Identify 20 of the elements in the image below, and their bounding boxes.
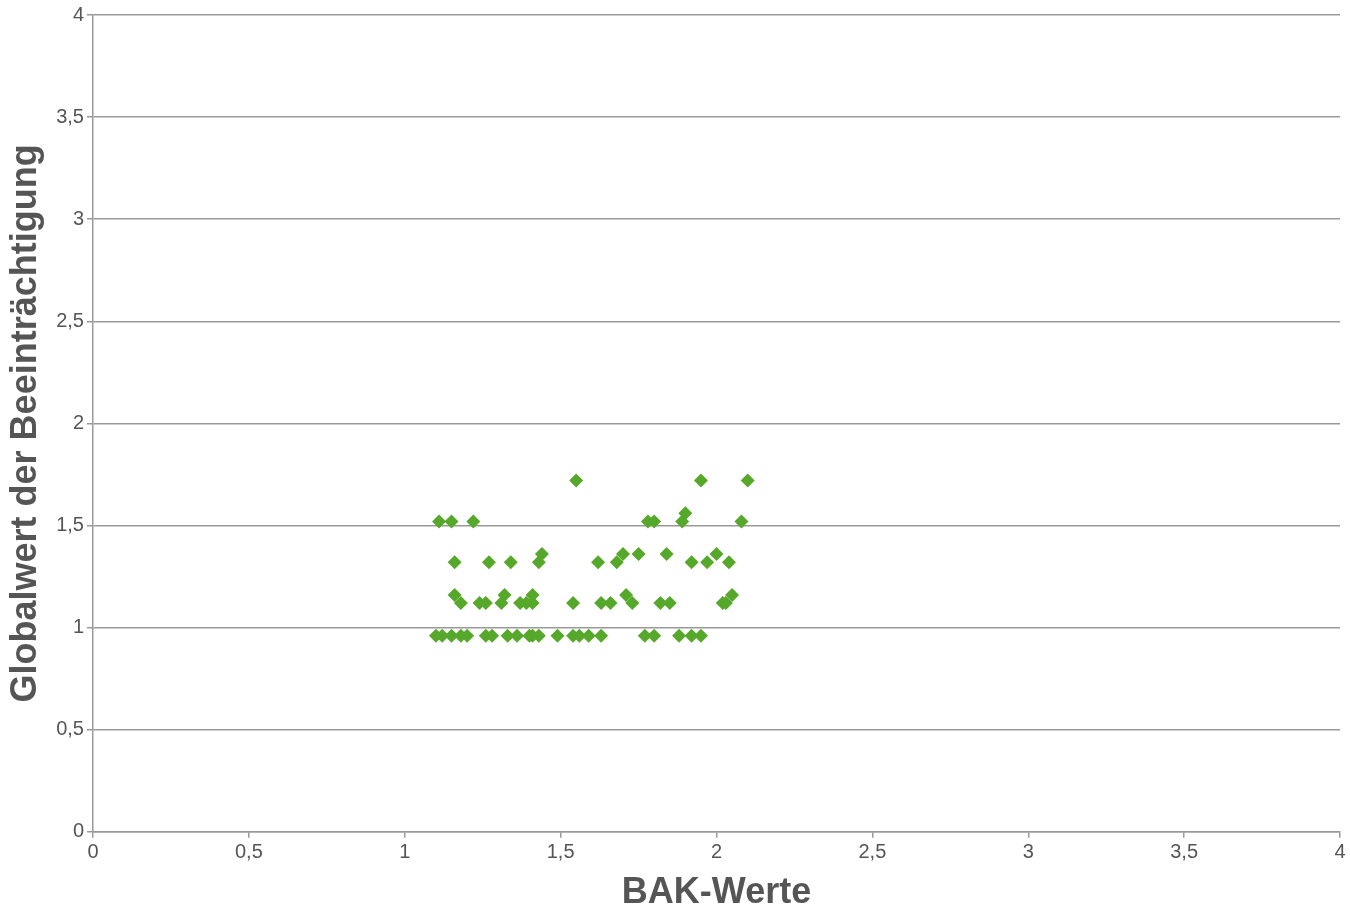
x-tick-label: 0 xyxy=(87,840,99,863)
y-tick-label: 0,5 xyxy=(56,717,84,740)
x-tick-label: 4 xyxy=(1334,840,1346,863)
x-tick-label: 3 xyxy=(1022,840,1034,863)
x-tick-label: 3,5 xyxy=(1170,840,1199,863)
x-tick-label: 2 xyxy=(710,840,723,863)
y-tick-label: 3 xyxy=(72,206,84,229)
y-axis-title: Globalwert der Beeinträchtigung xyxy=(2,144,44,703)
x-tick-label: 1 xyxy=(399,840,411,863)
y-tick-label: 3,5 xyxy=(56,104,84,127)
x-tick-label: 1,5 xyxy=(546,840,575,863)
x-tick-label: 0,5 xyxy=(234,840,263,863)
y-tick-label: 0 xyxy=(72,819,84,842)
y-tick-label: 1 xyxy=(72,615,84,638)
x-axis-title: BAK-Werte xyxy=(621,870,812,912)
y-tick-label: 4 xyxy=(72,2,84,25)
y-tick-label: 2 xyxy=(72,410,84,433)
x-tick-label: 2,5 xyxy=(858,840,887,863)
y-tick-label: 2,5 xyxy=(56,308,84,331)
y-tick-label: 1,5 xyxy=(56,513,84,536)
